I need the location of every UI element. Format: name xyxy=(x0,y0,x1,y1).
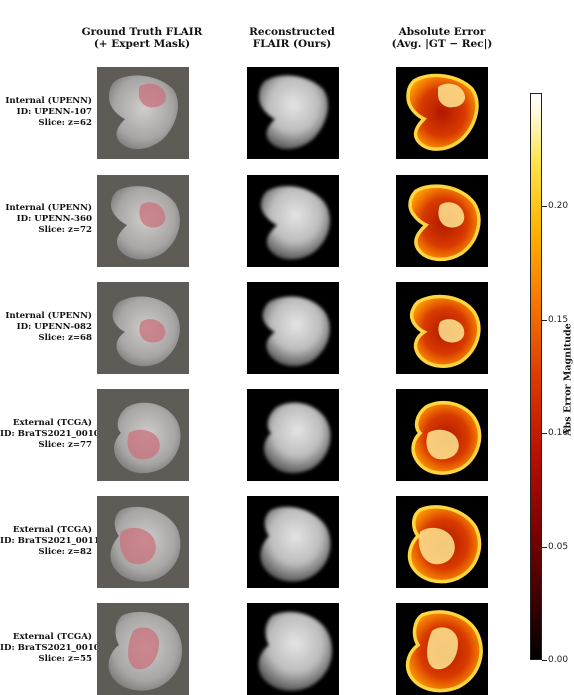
ground-truth-image xyxy=(97,389,189,481)
reconstructed-image xyxy=(247,603,339,695)
row-slice: Slice: z=55 xyxy=(38,654,92,664)
brain-slice xyxy=(261,186,330,260)
ground-truth-image xyxy=(97,67,189,159)
colorbar-tick-label: 0.15 xyxy=(548,315,569,325)
error-map-image xyxy=(396,67,488,159)
column-header-ground-truth: Ground Truth FLAIR (+ Expert Mask) xyxy=(72,26,212,50)
ground-truth-image xyxy=(97,603,189,695)
row-id: ID: UPENN-107 xyxy=(16,107,92,117)
error-hotspot xyxy=(438,319,465,343)
error-hotspot xyxy=(418,527,455,565)
colorbar-tick-label: 0.10 xyxy=(548,428,569,438)
brain-slice xyxy=(262,296,330,367)
error-boundary xyxy=(408,184,481,262)
ground-truth-image xyxy=(97,175,189,267)
error-hotspot xyxy=(426,429,459,460)
error-map-image xyxy=(396,389,488,481)
row-label: Internal (UPENN) ID: UPENN-360 Slice: z=… xyxy=(0,203,92,236)
reconstructed-image xyxy=(247,175,339,267)
colorbar-title-wrap: Abs Error Magnitude xyxy=(508,300,574,435)
row-group: Internal (UPENN) xyxy=(5,311,92,321)
row-group: Internal (UPENN) xyxy=(5,96,92,106)
colorbar-tick xyxy=(542,320,547,321)
row-label: External (TCGA) ID: BraTS2021_00111 Slic… xyxy=(0,525,106,558)
row-slice: Slice: z=72 xyxy=(38,225,92,235)
colorbar-tick-label: 0.00 xyxy=(548,655,569,665)
row-slice: Slice: z=68 xyxy=(38,333,92,343)
error-map-image xyxy=(396,496,488,588)
error-map-image xyxy=(396,282,488,374)
column-header-line1: Absolute Error xyxy=(398,26,486,38)
row-id: ID: UPENN-082 xyxy=(16,322,92,332)
brain-slice xyxy=(260,506,331,582)
error-map-image xyxy=(396,175,488,267)
expert-mask xyxy=(127,429,160,460)
row-label: Internal (UPENN) ID: UPENN-082 Slice: z=… xyxy=(0,311,92,344)
row-group: Internal (UPENN) xyxy=(5,203,92,213)
colorbar-tick xyxy=(542,660,547,661)
row-slice: Slice: z=77 xyxy=(38,440,92,450)
ground-truth-image xyxy=(97,282,189,374)
error-boundary xyxy=(405,610,483,693)
row-id: ID: BraTS2021_00109 xyxy=(0,429,106,439)
reconstructed-image xyxy=(247,67,339,159)
error-boundary xyxy=(407,505,482,584)
reconstructed-image xyxy=(247,282,339,374)
row-label: External (TCGA) ID: BraTS2021_00109 Slic… xyxy=(0,418,106,451)
brain-slice xyxy=(259,75,328,150)
row-label: External (TCGA) ID: BraTS2021_00106 Slic… xyxy=(0,632,106,665)
row-group: External (TCGA) xyxy=(12,632,92,642)
row-slice: Slice: z=62 xyxy=(38,118,92,128)
column-header-line1: Reconstructed xyxy=(249,26,335,38)
row-group: External (TCGA) xyxy=(12,418,92,428)
reconstructed-image xyxy=(247,496,339,588)
column-header-line2: (+ Expert Mask) xyxy=(93,38,191,50)
error-boundary xyxy=(411,400,482,475)
column-header-line2: FLAIR (Ours) xyxy=(252,38,332,50)
expert-mask xyxy=(139,202,166,228)
row-id: ID: BraTS2021_00106 xyxy=(0,643,106,653)
row-id: ID: BraTS2021_00111 xyxy=(0,536,106,546)
expert-mask xyxy=(119,527,156,565)
colorbar-tick xyxy=(542,206,547,207)
colorbar-title: Abs Error Magnitude xyxy=(562,323,574,436)
colorbar-tick-label: 0.20 xyxy=(548,201,569,211)
colorbar-tick xyxy=(542,547,547,548)
column-header-line1: Ground Truth FLAIR xyxy=(81,26,203,38)
column-header-line2: (Avg. |GT − Rec|) xyxy=(391,38,493,50)
error-hotspot xyxy=(427,627,458,670)
colorbar-tick xyxy=(542,433,547,434)
ground-truth-image xyxy=(97,496,189,588)
column-header-absolute-error: Absolute Error (Avg. |GT − Rec|) xyxy=(372,26,512,50)
error-map-image xyxy=(396,603,488,695)
row-slice: Slice: z=82 xyxy=(38,547,92,557)
row-label: Internal (UPENN) ID: UPENN-107 Slice: z=… xyxy=(0,96,92,129)
colorbar-tick-label: 0.05 xyxy=(548,542,569,552)
row-group: External (TCGA) xyxy=(12,525,92,535)
column-header-reconstructed: Reconstructed FLAIR (Ours) xyxy=(222,26,362,50)
brain-slice xyxy=(264,402,331,474)
error-hotspot xyxy=(438,202,465,228)
row-id: ID: UPENN-360 xyxy=(16,214,92,224)
expert-mask xyxy=(128,627,159,670)
error-boundary xyxy=(409,294,481,368)
error-hotspot xyxy=(438,83,466,108)
error-boundary xyxy=(406,73,479,151)
expert-mask xyxy=(139,319,166,343)
expert-mask xyxy=(139,83,167,108)
reconstructed-image xyxy=(247,389,339,481)
colorbar xyxy=(530,93,542,660)
brain-slice xyxy=(258,611,333,691)
